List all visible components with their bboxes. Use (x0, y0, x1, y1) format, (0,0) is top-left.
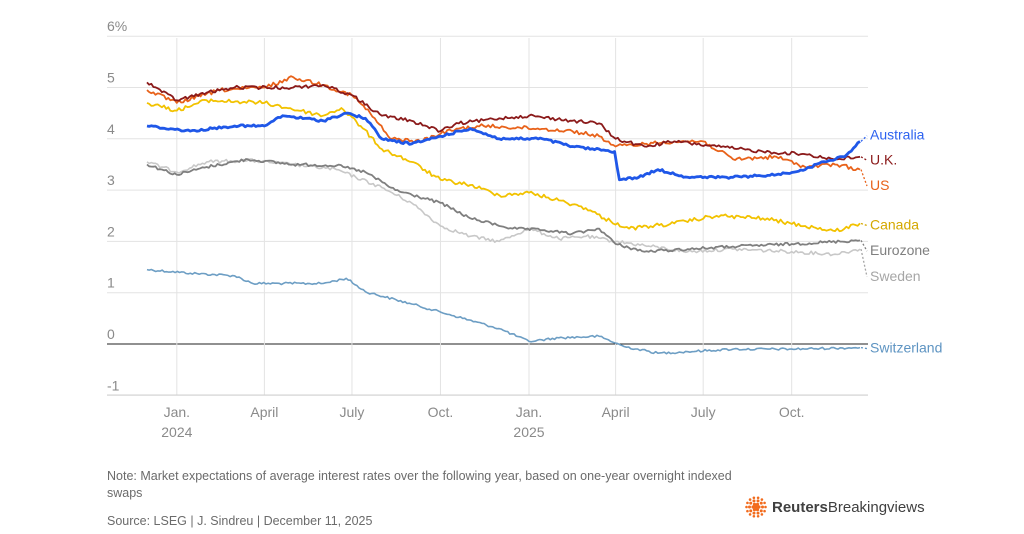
series-line-u-k (146, 81, 861, 161)
legend-leader-line (860, 169, 868, 187)
x-tick-year-label: 2025 (513, 424, 544, 440)
legend-label-sweden: Sweden (870, 268, 921, 284)
legend-label-australia: Australia (870, 127, 925, 143)
x-tick-label: April (250, 404, 278, 420)
legend-leader-line (860, 156, 868, 161)
legend-leader-line (860, 248, 868, 277)
reuters-breakingviews-logo: Reuters Breakingviews (745, 496, 925, 518)
y-axis-ticks: -1 0 1 2 3 4 5 6% (107, 18, 127, 393)
x-tick-label: Oct. (428, 404, 454, 420)
series-line-us (146, 75, 861, 171)
y-tick-label: 4 (107, 121, 115, 137)
chart-series-lines (146, 75, 861, 355)
legend-leader-line (860, 240, 868, 252)
y-tick-label: 3 (107, 172, 115, 188)
interest-rate-chart: -1 0 1 2 3 4 5 6% Jan. 2024 April July Oct. Jan. 2025… (107, 18, 942, 440)
series-line-australia (146, 111, 861, 182)
x-tick-label: Oct. (779, 404, 805, 420)
legend-label-u-k: U.K. (870, 151, 897, 167)
x-tick-year-label: 2024 (161, 424, 192, 440)
series-line-switzerland (146, 268, 861, 355)
legend-label-switzerland: Switzerland (870, 340, 942, 356)
series-line-eurozone (146, 158, 861, 253)
y-tick-label: 5 (107, 70, 115, 86)
x-tick-label: July (339, 404, 364, 420)
series-line-canada (146, 98, 861, 233)
y-tick-label: 0 (107, 326, 115, 342)
legend-label-canada: Canada (870, 216, 919, 232)
legend-label-eurozone: Eurozone (870, 242, 930, 258)
y-tick-label: 2 (107, 223, 115, 239)
x-tick-label: Jan. (516, 404, 542, 420)
chart-note: Note: Market expectations of average int… (107, 469, 732, 500)
legend-label-us: US (870, 177, 889, 193)
x-tick-label: Jan. (164, 404, 190, 420)
x-tick-label: July (691, 404, 716, 420)
legend-leader-line (860, 346, 868, 350)
y-tick-label: 1 (107, 275, 115, 291)
legend-leader-line (860, 135, 868, 142)
chart-legend: Australia U.K. US Canada Eurozone Sweden Switz… (860, 127, 942, 356)
x-axis-ticks: Jan. 2024 April July Oct. Jan. 2025 April July Oc… (161, 404, 804, 440)
y-tick-label: -1 (107, 377, 120, 393)
brand-name-light: Breakingviews (827, 498, 925, 516)
reuters-dots-logo-icon (745, 496, 767, 518)
legend-leader-line (860, 222, 868, 227)
chart-source: Source: LSEG | J. Sindreu | December 11,… (107, 514, 373, 528)
brand-name-bold: Reuters (772, 498, 828, 516)
y-tick-label: 6% (107, 18, 127, 34)
x-tick-label: April (602, 404, 630, 420)
